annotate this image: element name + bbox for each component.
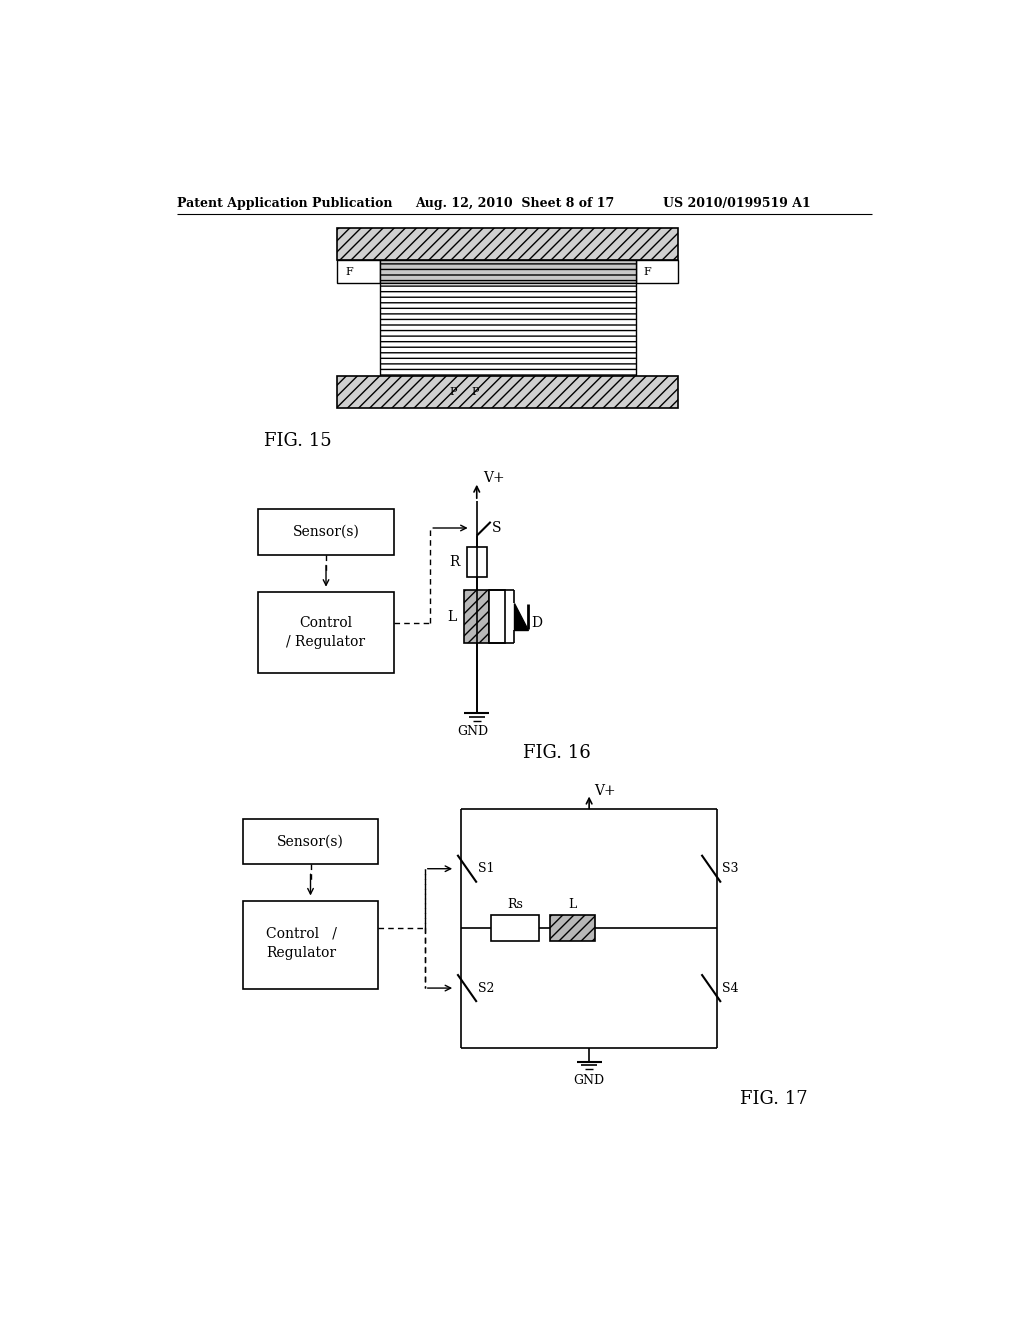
Text: S1: S1 [478,862,495,875]
Text: FIG. 17: FIG. 17 [740,1090,808,1107]
Text: GND: GND [573,1074,605,1086]
Text: / Regulator: / Regulator [287,635,366,649]
Bar [258,508,394,554]
Bar [380,284,636,376]
Bar [550,915,595,941]
Bar [258,591,394,673]
Bar [490,915,539,941]
Text: P: P [471,387,479,397]
Text: GND: GND [458,725,488,738]
Bar [380,260,636,282]
Bar [636,260,678,282]
Text: Sensor(s): Sensor(s) [278,834,344,849]
Polygon shape [514,603,528,631]
Text: S: S [493,521,502,535]
Text: FIG. 15: FIG. 15 [263,432,331,450]
Text: V+: V+ [594,784,615,799]
Text: S3: S3 [722,862,739,875]
Text: Control: Control [299,615,352,630]
Bar [243,900,378,989]
Text: S4: S4 [722,982,739,994]
Bar [489,590,505,643]
Text: L: L [568,899,577,911]
Text: Patent Application Publication: Patent Application Publication [177,197,392,210]
Bar [337,260,380,282]
Bar [337,376,678,408]
Text: US 2010/0199519 A1: US 2010/0199519 A1 [663,197,811,210]
Text: L: L [447,610,457,623]
Text: Sensor(s): Sensor(s) [293,525,359,539]
Bar [467,548,486,577]
Text: FIG. 16: FIG. 16 [523,743,591,762]
Text: V+: V+ [483,471,505,484]
Text: Aug. 12, 2010  Sheet 8 of 17: Aug. 12, 2010 Sheet 8 of 17 [415,197,614,210]
Text: F: F [643,267,651,277]
Text: Regulator: Regulator [266,946,336,960]
Text: R: R [450,554,460,569]
Text: Rs: Rs [507,899,522,911]
Text: P: P [450,387,458,397]
Text: S2: S2 [478,982,495,994]
Bar [243,818,378,863]
Text: F: F [345,267,352,277]
Bar [464,590,489,643]
Bar [337,227,678,260]
Text: Control   /: Control / [266,927,337,940]
Text: D: D [531,616,542,631]
